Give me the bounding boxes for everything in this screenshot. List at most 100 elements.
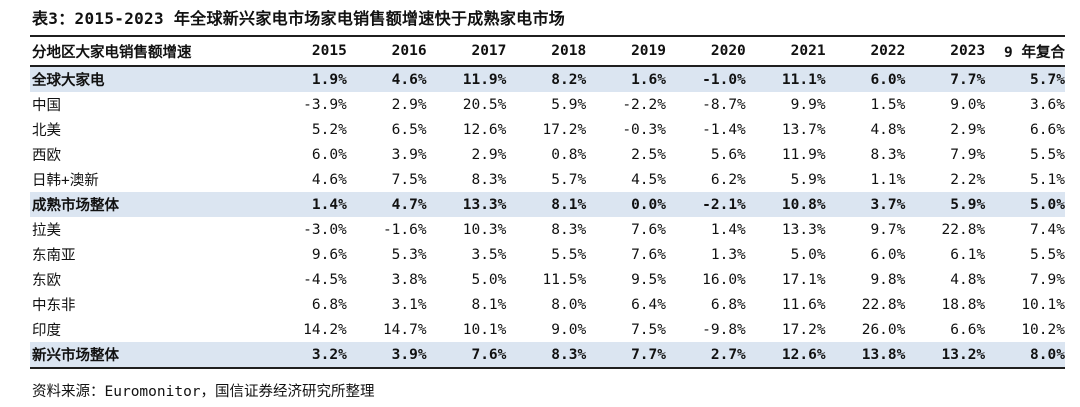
value-cell: 8.1% xyxy=(471,296,507,313)
value-cell: 7.6% xyxy=(631,221,666,238)
value-cell: 1.3% xyxy=(710,246,746,263)
value-cell: 3.1% xyxy=(391,296,427,313)
value-cell: 11.1% xyxy=(781,71,826,88)
table-row: 东南亚 9.6% 5.3% 3.5% 5.5% 7.6% 1.3% 5.0% 6.0% 6.1% 5… xyxy=(30,242,1065,267)
row-label: 东欧 xyxy=(32,273,61,289)
value-cell: 4.5% xyxy=(631,171,666,188)
table-row: 北美 5.2% 6.5% 12.6% 17.2% -0.3% -1.4% 13.7% 4.8% 2… xyxy=(30,117,1065,142)
value-cell: 13.2% xyxy=(941,346,986,363)
value-cell: 13.3% xyxy=(462,196,507,213)
year-column-header: 2021 xyxy=(790,43,826,59)
value-cell: 12.6% xyxy=(462,121,507,138)
value-cell: 6.1% xyxy=(950,246,986,263)
value-cell: 4.8% xyxy=(870,121,906,138)
value-cell: 9.7% xyxy=(870,221,906,238)
value-cell: 6.8% xyxy=(311,296,347,313)
value-cell: 2.9% xyxy=(391,96,427,113)
value-cell: -3.0% xyxy=(303,221,347,238)
value-cell: 7.6% xyxy=(631,246,666,263)
value-cell: 3.2% xyxy=(311,346,347,363)
value-cell: 7.9% xyxy=(950,146,986,163)
value-cell: -8.7% xyxy=(702,96,746,113)
year-column-header: 2018 xyxy=(551,43,587,59)
value-cell: 6.0% xyxy=(870,71,906,88)
value-cell: 5.2% xyxy=(311,121,347,138)
value-cell: 8.1% xyxy=(551,196,587,213)
row-label: 日韩+澳新 xyxy=(32,173,99,189)
table-row: 拉美 -3.0% -1.6% 10.3% 8.3% 7.6% 1.4% 13.3% 9.7% 22… xyxy=(30,217,1065,242)
value-cell: 6.5% xyxy=(391,121,427,138)
table-row: 成熟市场整体 1.4% 4.7% 13.3% 8.1% 0.0% -2.1% 10.8% 3.7… xyxy=(30,192,1065,217)
value-cell: 0.0% xyxy=(631,196,666,213)
title-divider xyxy=(30,35,1065,37)
table-header-row: 分地区大家电销售额增速 2015 2016 2017 2018 2019 2020 2021… xyxy=(30,37,1065,67)
value-cell: 9.0% xyxy=(551,321,587,338)
value-cell: 4.6% xyxy=(391,71,427,88)
year-column-header: 2023 xyxy=(950,43,986,59)
table-row: 日韩+澳新 4.6% 7.5% 8.3% 5.7% 4.5% 6.2% 5.9% 1.1% 2.2… xyxy=(30,167,1065,192)
row-label: 中东非 xyxy=(32,298,76,314)
value-cell: 3.5% xyxy=(471,246,507,263)
value-cell: 26.0% xyxy=(861,321,906,338)
data-table: 分地区大家电销售额增速 2015 2016 2017 2018 2019 2020 2021… xyxy=(30,37,1065,369)
value-cell: 5.5% xyxy=(1030,146,1065,163)
value-cell: 5.0% xyxy=(790,246,826,263)
value-cell: 4.6% xyxy=(311,171,347,188)
year-column-header: 2022 xyxy=(870,43,906,59)
year-column-header: 2019 xyxy=(631,43,666,59)
value-cell: 3.6% xyxy=(1030,96,1065,113)
value-cell: 5.5% xyxy=(551,246,587,263)
table-row: 西欧 6.0% 3.9% 2.9% 0.8% 2.5% 5.6% 11.9% 8.3% 7.9% 5… xyxy=(30,142,1065,167)
value-cell: 11.6% xyxy=(781,296,826,313)
value-cell: -1.0% xyxy=(702,71,746,88)
value-cell: 9.9% xyxy=(790,96,826,113)
table-row: 中东非 6.8% 3.1% 8.1% 8.0% 6.4% 6.8% 11.6% 22.8% 18.… xyxy=(30,292,1065,317)
value-cell: 2.7% xyxy=(710,346,746,363)
value-cell: 5.9% xyxy=(551,96,587,113)
value-cell: 7.9% xyxy=(1030,271,1065,288)
value-cell: 1.6% xyxy=(631,71,666,88)
value-cell: 17.2% xyxy=(542,121,587,138)
value-cell: 5.7% xyxy=(1030,71,1065,88)
value-cell: 5.6% xyxy=(710,146,746,163)
value-cell: 5.9% xyxy=(950,196,986,213)
value-cell: 18.8% xyxy=(941,296,986,313)
value-cell: 2.5% xyxy=(631,146,666,163)
value-cell: 5.5% xyxy=(1030,246,1065,263)
value-cell: 7.4% xyxy=(1030,221,1065,238)
value-cell: 4.7% xyxy=(391,196,427,213)
value-cell: 8.2% xyxy=(551,71,587,88)
value-cell: 7.7% xyxy=(631,346,666,363)
value-cell: 8.3% xyxy=(471,171,507,188)
value-cell: 6.6% xyxy=(950,321,986,338)
table-row: 新兴市场整体 3.2% 3.9% 7.6% 8.3% 7.7% 2.7% 12.6% 13.8%… xyxy=(30,342,1065,367)
value-cell: 14.2% xyxy=(303,321,347,338)
value-cell: 11.9% xyxy=(781,146,826,163)
value-cell: -1.4% xyxy=(702,121,746,138)
value-cell: 2.9% xyxy=(471,146,507,163)
row-label: 拉美 xyxy=(32,223,61,239)
table-row: 东欧 -4.5% 3.8% 5.0% 11.5% 9.5% 16.0% 17.1% 9.8% 4.… xyxy=(30,267,1065,292)
table-row: 全球大家电 1.9% 4.6% 11.9% 8.2% 1.6% -1.0% 11.1% 6.0%… xyxy=(30,67,1065,92)
value-cell: 6.0% xyxy=(311,146,347,163)
table-body: 全球大家电 1.9% 4.6% 11.9% 8.2% 1.6% -1.0% 11.1% 6.0%… xyxy=(30,67,1065,369)
value-cell: 1.4% xyxy=(710,221,746,238)
row-label: 东南亚 xyxy=(32,248,76,264)
value-cell: 14.7% xyxy=(382,321,427,338)
value-cell: 1.1% xyxy=(870,171,906,188)
value-cell: 7.5% xyxy=(631,321,666,338)
row-label: 西欧 xyxy=(32,148,61,164)
value-cell: -2.1% xyxy=(702,196,746,213)
table-row: 中国 -3.9% 2.9% 20.5% 5.9% -2.2% -8.7% 9.9% 1.5% 9.… xyxy=(30,92,1065,117)
value-cell: 7.6% xyxy=(471,346,507,363)
value-cell: 13.3% xyxy=(781,221,826,238)
value-cell: 7.7% xyxy=(950,71,986,88)
value-cell: 13.7% xyxy=(781,121,826,138)
year-column-header: 2015 xyxy=(311,43,347,59)
value-cell: 5.3% xyxy=(391,246,427,263)
row-label: 中国 xyxy=(32,98,61,114)
value-cell: -4.5% xyxy=(303,271,347,288)
year-column-header: 9 年复合 xyxy=(1004,44,1065,61)
value-cell: 5.9% xyxy=(790,171,826,188)
